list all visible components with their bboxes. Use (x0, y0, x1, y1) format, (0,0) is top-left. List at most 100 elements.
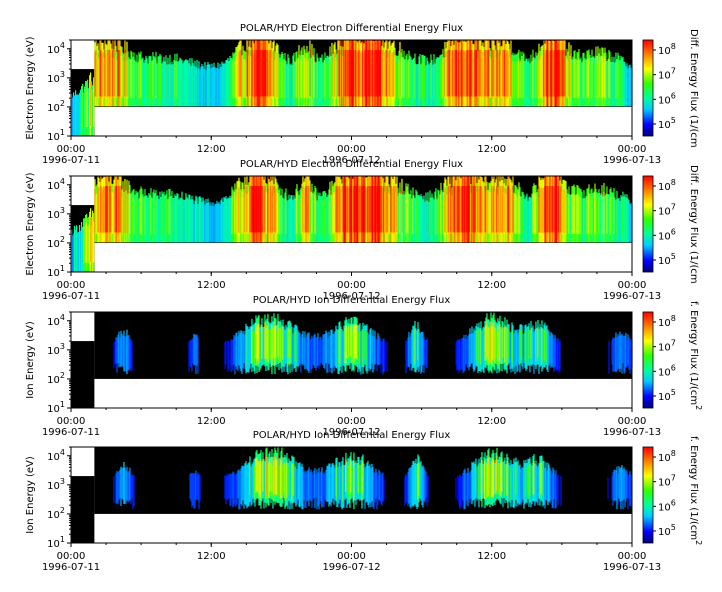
flux-column (383, 477, 385, 502)
flux-core (484, 49, 486, 97)
flux-core (409, 63, 411, 99)
flux-core (305, 185, 307, 233)
flux-column (157, 195, 159, 243)
flux-core (100, 185, 102, 233)
flux-core (250, 56, 252, 98)
flux-column (621, 333, 623, 374)
flux-core (588, 58, 590, 98)
flux-column (177, 193, 179, 243)
flux-column (626, 63, 628, 107)
flux-column (361, 328, 363, 367)
flux-column (220, 66, 222, 107)
flux-column (119, 469, 121, 499)
flux-column (379, 471, 381, 502)
flux-core (532, 462, 534, 495)
flux-column (79, 92, 81, 136)
flux-column (200, 197, 202, 243)
flux-column (610, 62, 612, 107)
flux-core (540, 189, 542, 234)
flux-core (532, 58, 534, 98)
flux-core (372, 185, 374, 233)
flux-column (166, 64, 168, 107)
flux-core (300, 58, 302, 98)
flux-column (191, 195, 193, 243)
flux-core (421, 62, 423, 99)
flux-column (411, 465, 413, 506)
flux-core (366, 49, 368, 97)
flux-core (464, 50, 466, 97)
flux-column (84, 86, 86, 136)
flux-core (506, 460, 508, 496)
flux-core (344, 185, 346, 233)
flux-column (251, 463, 253, 505)
flux-column (232, 471, 234, 508)
flux-column (130, 474, 132, 505)
flux-core (351, 185, 353, 233)
flux-core (613, 64, 615, 99)
flux-column (187, 59, 189, 107)
flux-core (609, 59, 611, 99)
flux-core (229, 63, 231, 99)
flux-core (448, 185, 450, 233)
flux-core (349, 49, 351, 97)
flux-column (307, 470, 309, 501)
flux-core (400, 60, 402, 99)
flux-core (517, 197, 519, 235)
flux-core (553, 186, 555, 233)
flux-column (186, 60, 188, 107)
flux-column (223, 196, 225, 243)
flux-core (433, 61, 435, 99)
flux-column (214, 66, 216, 107)
x-tick-date: 1996-07-11 (42, 155, 100, 166)
flux-core (509, 57, 511, 98)
chart-title: POLAR/HYD Ion Differential Energy Flux (253, 430, 451, 441)
flux-column (171, 61, 173, 107)
flux-column (292, 199, 294, 243)
flux-column (590, 57, 592, 107)
flux-core (344, 327, 346, 364)
flux-core (484, 460, 486, 500)
flux-core (528, 466, 530, 500)
flux-column (210, 68, 212, 107)
flux-column (617, 334, 619, 370)
flux-core (385, 49, 387, 97)
flux-core (472, 53, 474, 97)
flux-column (127, 193, 129, 243)
flux-core (445, 188, 447, 233)
flux-column (606, 60, 608, 107)
flux-core (389, 49, 391, 97)
flux-core (391, 186, 393, 233)
flux-core (120, 55, 122, 98)
panel-2: POLAR/HYD Electron Differential Energy F… (25, 159, 699, 302)
flux-column (627, 474, 629, 510)
flux-column (556, 476, 558, 501)
flux-column (189, 340, 191, 367)
flux-core (378, 185, 380, 233)
flux-core (468, 185, 470, 233)
flux-column (218, 68, 220, 107)
colorbar (642, 446, 654, 544)
flux-core (99, 49, 101, 97)
flux-core (490, 190, 492, 234)
flux-column (156, 63, 158, 107)
flux-column (289, 460, 291, 510)
x-tick-date: 1996-07-12 (322, 427, 380, 438)
flux-column (621, 465, 623, 501)
flux-column (421, 331, 423, 373)
flux-column (615, 199, 617, 243)
flux-core (468, 50, 470, 97)
flux-core (483, 463, 485, 493)
flux-core (276, 331, 278, 361)
flux-column (527, 200, 529, 243)
flux-core (333, 192, 335, 234)
flux-column (198, 61, 200, 107)
flux-column (422, 465, 424, 508)
flux-column (524, 60, 526, 107)
flux-core (93, 86, 95, 127)
flux-core (560, 185, 562, 233)
flux-core (301, 56, 303, 98)
flux-column (531, 193, 533, 243)
flux-column (421, 196, 423, 243)
flux-column (294, 198, 296, 243)
flux-column (510, 332, 512, 373)
